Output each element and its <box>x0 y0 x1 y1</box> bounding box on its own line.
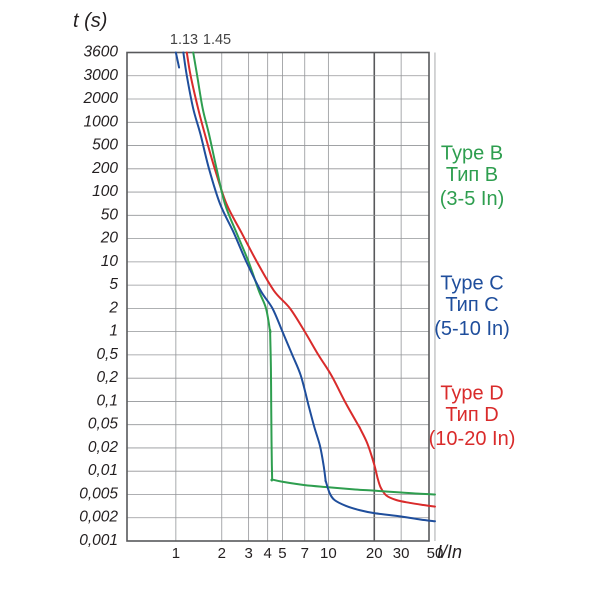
svg-text:30: 30 <box>393 545 410 562</box>
svg-text:50: 50 <box>101 206 119 223</box>
svg-text:1: 1 <box>172 545 180 562</box>
svg-text:4: 4 <box>264 545 272 562</box>
svg-text:2000: 2000 <box>83 90 119 107</box>
svg-text:t (s): t (s) <box>73 10 107 32</box>
svg-text:2: 2 <box>108 299 118 316</box>
svg-text:Type B: Type B <box>441 143 503 165</box>
svg-text:5: 5 <box>278 545 286 562</box>
svg-text:5: 5 <box>109 276 118 293</box>
svg-text:20: 20 <box>100 230 119 247</box>
svg-text:(3-5 In): (3-5 In) <box>440 188 504 210</box>
svg-text:I/In: I/In <box>437 542 462 562</box>
svg-text:20: 20 <box>366 545 383 562</box>
svg-text:200: 200 <box>91 160 118 177</box>
svg-text:0,002: 0,002 <box>79 509 118 526</box>
svg-text:(10-20 In): (10-20 In) <box>429 428 516 450</box>
svg-text:3000: 3000 <box>84 67 119 84</box>
svg-text:0,2: 0,2 <box>96 369 118 386</box>
svg-text:3600: 3600 <box>84 44 119 61</box>
svg-text:7: 7 <box>301 545 309 562</box>
svg-text:0,5: 0,5 <box>96 346 118 363</box>
svg-text:1.13: 1.13 <box>170 32 198 48</box>
svg-text:(5-10 In): (5-10 In) <box>434 318 510 340</box>
svg-text:1: 1 <box>109 323 118 340</box>
svg-text:10: 10 <box>101 253 119 270</box>
svg-text:Тип D: Тип D <box>445 404 498 426</box>
svg-text:2: 2 <box>218 545 226 562</box>
svg-text:Type D: Type D <box>440 383 503 405</box>
svg-text:100: 100 <box>92 183 118 200</box>
svg-text:500: 500 <box>92 137 118 154</box>
svg-text:0,02: 0,02 <box>88 439 119 456</box>
svg-text:Type C: Type C <box>440 273 503 295</box>
svg-text:3: 3 <box>244 545 252 562</box>
svg-text:0,05: 0,05 <box>88 416 119 433</box>
svg-text:1000: 1000 <box>84 113 119 130</box>
svg-text:1.45: 1.45 <box>203 32 231 48</box>
svg-text:0,1: 0,1 <box>96 392 118 409</box>
svg-text:10: 10 <box>320 545 337 562</box>
svg-text:0,001: 0,001 <box>79 532 118 549</box>
svg-text:0,01: 0,01 <box>88 462 118 479</box>
svg-text:Тип C: Тип C <box>445 294 498 316</box>
svg-text:Тип B: Тип B <box>446 164 498 186</box>
svg-text:0,005: 0,005 <box>79 485 118 502</box>
